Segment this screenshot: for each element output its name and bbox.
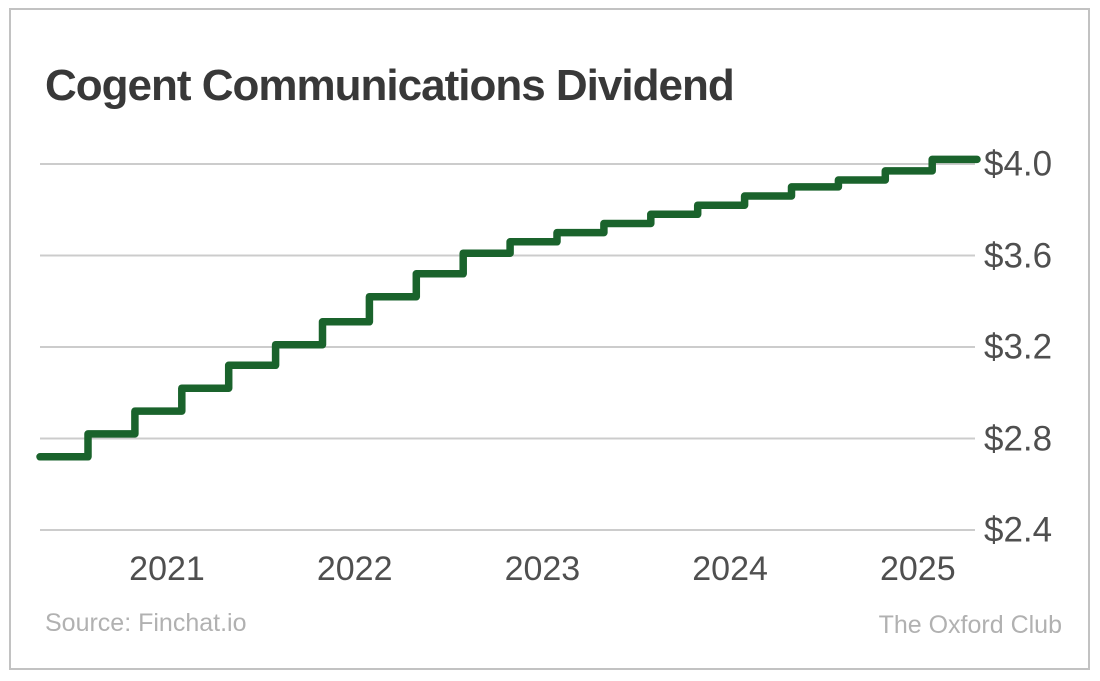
x-axis-tick-label: 2023 <box>504 550 581 588</box>
publisher-credit: The Oxford Club <box>878 611 1062 639</box>
y-axis-tick-label: $4.0 <box>984 144 1053 184</box>
x-axis-tick-label: 2024 <box>692 550 768 588</box>
y-axis-tick-label: $2.8 <box>984 419 1053 458</box>
x-axis-tick-label: 2025 <box>879 550 956 588</box>
x-axis-tick-label: 2022 <box>316 550 393 588</box>
source-credit: Source: Finchat.io <box>45 609 247 637</box>
x-axis-tick-label: 2021 <box>129 550 205 588</box>
card-border <box>9 8 1090 670</box>
y-axis-tick-label: $2.4 <box>984 510 1053 550</box>
y-axis-tick-label: $3.2 <box>984 327 1053 367</box>
gridlines <box>40 163 975 531</box>
dividend-step-line <box>36 155 981 461</box>
chart-title: Cogent Communications Dividend <box>45 61 735 110</box>
y-axis-tick-label: $3.6 <box>984 236 1053 275</box>
